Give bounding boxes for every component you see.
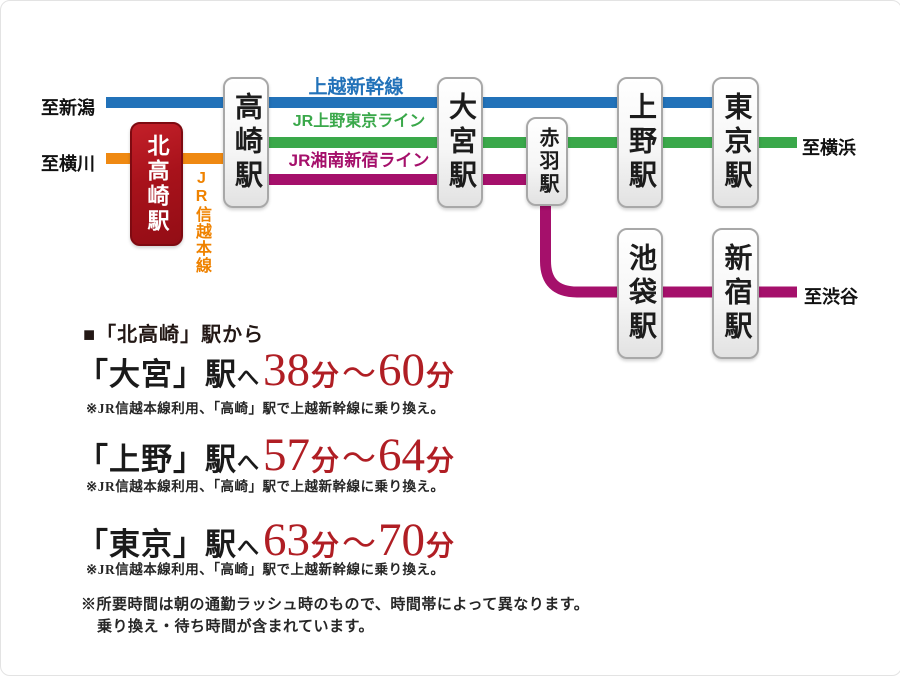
station-name-akabane: 赤羽駅 <box>536 127 558 196</box>
footnote-line-1: ※所要時間は朝の通勤ラッシュ時のもので、時間帯によって異なります。 <box>81 597 590 613</box>
route-time-max: 64 <box>378 429 426 481</box>
line-label-shonan-shinjuku: JR湘南新宿ライン <box>288 151 430 170</box>
line-label-shinetsu-main: JR信越本線 <box>193 170 210 274</box>
line-label-joetsu-shinkansen: 上越新幹線 <box>308 77 404 98</box>
route-time-omiya: 「大宮」駅へ 38 分～ 60 分 <box>77 347 455 394</box>
footnote-line-2: 乗り換え・待ち時間が含まれています。 <box>97 619 375 635</box>
station-box-shinjuku: 新宿駅 <box>712 228 759 359</box>
info-heading: ■「北高崎」駅から <box>83 324 265 346</box>
station-name-shinjuku: 新宿駅 <box>720 242 752 345</box>
station-box-ikebukuro: 池袋駅 <box>617 228 663 359</box>
endpoint-label-niigata: 至新潟 <box>41 98 95 118</box>
route-note-tokyo: ※JR信越本線利用、「高崎」駅で上越新幹線に乗り換え。 <box>86 562 445 577</box>
station-box-ueno: 上野駅 <box>617 77 663 208</box>
route-time-max: 60 <box>378 344 426 396</box>
station-box-tokyo: 東京駅 <box>712 77 759 208</box>
route-station-label: 「東京」駅 <box>77 527 237 562</box>
route-time-max: 70 <box>378 514 426 566</box>
route-time-unit: 分 <box>426 531 455 562</box>
route-time-unit: 分 <box>311 531 340 562</box>
route-station-label: 「大宮」駅 <box>77 357 237 392</box>
route-time-separator: ～ <box>342 441 377 478</box>
route-note-omiya: ※JR信越本線利用、「高崎」駅で上越新幹線に乗り換え。 <box>86 401 445 416</box>
route-time-min: 57 <box>263 429 311 481</box>
route-suffix: へ <box>237 535 260 560</box>
route-time-tokyo: 「東京」駅へ 63 分～ 70 分 <box>77 517 455 564</box>
route-suffix: へ <box>237 450 260 475</box>
station-box-omiya: 大宮駅 <box>437 77 483 208</box>
route-note-ueno: ※JR信越本線利用、「高崎」駅で上越新幹線に乗り換え。 <box>86 479 445 494</box>
line-label-ueno-tokyo: JR上野東京ライン <box>292 113 426 130</box>
station-box-takasaki: 高崎駅 <box>223 77 269 208</box>
station-box-akabane: 赤羽駅 <box>526 117 568 206</box>
station-name-omiya: 大宮駅 <box>445 91 476 194</box>
route-time-unit: 分 <box>426 446 455 477</box>
route-time-separator: ～ <box>342 526 377 563</box>
station-name-ueno: 上野駅 <box>625 91 656 194</box>
station-name-ikebukuro: 池袋駅 <box>625 242 656 345</box>
route-time-unit: 分 <box>311 446 340 477</box>
endpoint-label-yokohama: 至横浜 <box>802 138 856 158</box>
endpoint-label-shibuya: 至渋谷 <box>804 287 858 307</box>
shonan-shinjuku-line-lower-path <box>540 194 797 298</box>
route-time-min: 38 <box>263 344 311 396</box>
station-name-takasaki: 高崎駅 <box>231 91 262 194</box>
endpoint-label-yokokawa: 至横川 <box>41 154 95 174</box>
route-time-unit: 分 <box>311 361 340 392</box>
route-time-ueno: 「上野」駅へ 57 分～ 64 分 <box>77 432 455 479</box>
route-suffix: へ <box>237 365 260 390</box>
route-time-unit: 分 <box>426 361 455 392</box>
station-name-tokyo: 東京駅 <box>720 91 752 194</box>
station-box-kita-takasaki: 北高崎駅 <box>130 122 183 246</box>
station-name-kita-takasaki: 北高崎駅 <box>144 134 170 234</box>
route-time-separator: ～ <box>342 356 377 393</box>
route-time-min: 63 <box>263 514 311 566</box>
route-station-label: 「上野」駅 <box>77 442 237 477</box>
